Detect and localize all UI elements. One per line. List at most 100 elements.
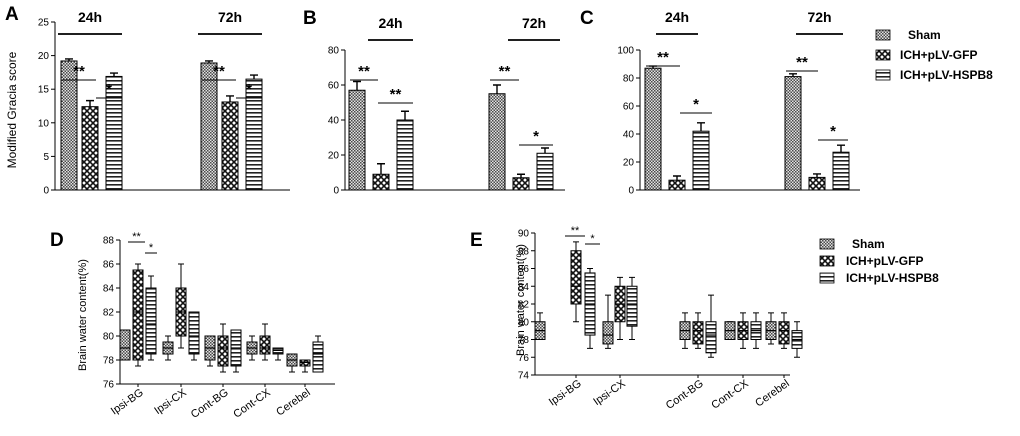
whisker-d-s0-c3 (249, 335, 255, 361)
x-tick-label-d-2: Cont-BG (189, 387, 231, 421)
panel-label-a: A (5, 4, 19, 25)
bar-c-s1-g1 (808, 176, 826, 191)
box-d-s2-c1 (188, 311, 200, 355)
y-axis-label-e: Brain water content(%) (515, 244, 527, 356)
y-tick-label-a-5: 25 (38, 18, 50, 29)
legend-top-swatch-hspb8 (875, 69, 891, 81)
whisker-e-s0-c1 (605, 294, 611, 349)
legend-top-swatch-sham (875, 29, 891, 41)
legend-top: Sham ICH+pLV-GFP ICH+pLV-HSPB8 (875, 28, 993, 82)
legend-bottom-swatch-hspb8 (819, 272, 835, 284)
box-e-s0-c1 (602, 321, 614, 345)
whisker-d-s0-c1 (165, 335, 171, 361)
group-label-b-0: 24h (378, 15, 402, 31)
y-tick-label-c-4: 80 (623, 74, 635, 85)
sig-label-c-2: ** (796, 54, 808, 71)
whisker-e-s2-c2 (708, 294, 714, 358)
whisker-d-s2-c0 (148, 275, 154, 361)
y-tick-label-c-3: 60 (623, 102, 635, 113)
y-tick-label-c-2: 40 (623, 130, 635, 141)
x-tick-label-e-3: Cont-CX (709, 377, 751, 411)
x-tick-label-e-1: Ipsi-CX (591, 377, 628, 408)
y-tick-label-a-2: 10 (38, 118, 50, 129)
error-bar-b-s1-g0 (377, 163, 385, 175)
box-d-s2-c4 (312, 341, 324, 373)
y-tick-label-e-7: 88 (518, 246, 530, 257)
sig-label-a-2: ** (213, 63, 225, 80)
box-d-s0-c0 (119, 329, 131, 361)
error-bar-a-s0-g0 (65, 58, 73, 61)
sig-label-b-0: ** (358, 63, 370, 80)
legend-bottom: Sham ICH+pLV-GFP ICH+pLV-HSPB8 (819, 237, 939, 285)
y-tick-label-a-0: 0 (43, 186, 49, 197)
box-d-s1-c0 (132, 269, 144, 361)
error-bar-c-s1-g0 (673, 175, 681, 181)
sig-label-e-0: ** (571, 225, 580, 237)
y-tick-label-d-5: 86 (103, 260, 115, 271)
chart-e-box: 74 76 78 80 82 84 86 88 90 Brain water content(%)… (515, 225, 803, 412)
group-label-a-0: 24h (78, 9, 102, 25)
x-tick-label-e-2: Cont-BG (664, 378, 706, 412)
y-tick-label-e-8: 90 (518, 229, 530, 240)
panel-label-b: B (303, 8, 317, 29)
y-tick-label-d-6: 88 (103, 236, 115, 247)
whisker-e-s2-c0 (587, 268, 593, 349)
group-label-a-1: 72h (218, 9, 242, 25)
whisker-e-s1-c1 (617, 276, 623, 340)
bar-b-s0-g1 (488, 93, 506, 191)
x-tick-label-d-0: Ipsi-BG (109, 387, 146, 418)
bar-b-s1-g1 (512, 177, 530, 191)
bar-c-s2-g1 (832, 151, 850, 191)
group-label-c-0: 24h (665, 9, 689, 25)
sig-label-c-1: * (693, 96, 699, 113)
bar-a-s0-g1 (200, 62, 218, 191)
sig-label-a-3: * (246, 81, 252, 98)
sig-label-e-1: * (590, 233, 595, 245)
bar-b-s1-g0 (372, 173, 390, 191)
bar-c-s2-g0 (692, 130, 710, 191)
panel-label-c: C (580, 8, 594, 29)
y-tick-label-c-1: 20 (623, 158, 635, 169)
bar-a-s1-g0 (81, 106, 99, 191)
y-tick-label-d-0: 76 (103, 380, 115, 391)
error-bar-c-s2-g0 (697, 122, 705, 132)
whisker-e-s0-c2 (682, 312, 688, 349)
bar-c-s0-g1 (784, 76, 802, 191)
x-tick-label-d-4: Cerebel (274, 387, 312, 419)
error-bar-c-s1-g1 (813, 173, 821, 178)
whisker-e-s2-c1 (629, 276, 635, 340)
legend-bottom-label-gfp: ICH+pLV-GFP (846, 254, 923, 268)
y-tick-label-a-3: 15 (38, 85, 50, 96)
whisker-d-s1-c0 (135, 263, 141, 367)
sig-label-c-0: ** (657, 49, 669, 66)
legend-top-label-gfp: ICH+pLV-GFP (900, 48, 977, 62)
box-e-s1-c0 (570, 250, 582, 305)
legend-bottom-label-sham: Sham (852, 237, 885, 251)
error-bar-c-s2-g1 (837, 144, 845, 153)
error-bar-b-s2-g0 (401, 110, 409, 120)
whisker-d-s1-c3 (262, 323, 268, 361)
sig-label-c-3: * (830, 123, 836, 140)
error-bar-a-s2-g1 (250, 74, 258, 80)
group-label-c-1: 72h (807, 9, 831, 25)
sig-label-b-3: * (533, 128, 539, 145)
y-tick-label-b-1: 20 (328, 151, 340, 162)
y-axis-label-a: Modified Gracia score (5, 51, 19, 168)
group-label-b-1: 72h (522, 15, 546, 31)
chart-d-box: 76 78 80 82 84 86 88 Brain water content(%) Ipsi… (77, 231, 335, 421)
box-e-s1-c4 (778, 321, 790, 345)
whisker-e-s1-c3 (740, 312, 746, 349)
whisker-e-s2-c3 (753, 312, 759, 349)
bar-b-s2-g1 (536, 152, 554, 191)
error-bar-a-s0-g1 (205, 60, 213, 63)
y-tick-label-e-4: 82 (518, 300, 530, 311)
y-tick-label-e-0: 74 (518, 371, 530, 382)
error-bar-b-s2-g1 (541, 147, 549, 154)
sig-label-b-1: ** (390, 86, 402, 103)
panel-label-e: E (470, 230, 483, 251)
box-d-s1-c2 (217, 335, 229, 367)
x-tick-label-d-3: Cont-CX (231, 386, 273, 420)
error-bar-b-s0-g1 (493, 84, 501, 94)
